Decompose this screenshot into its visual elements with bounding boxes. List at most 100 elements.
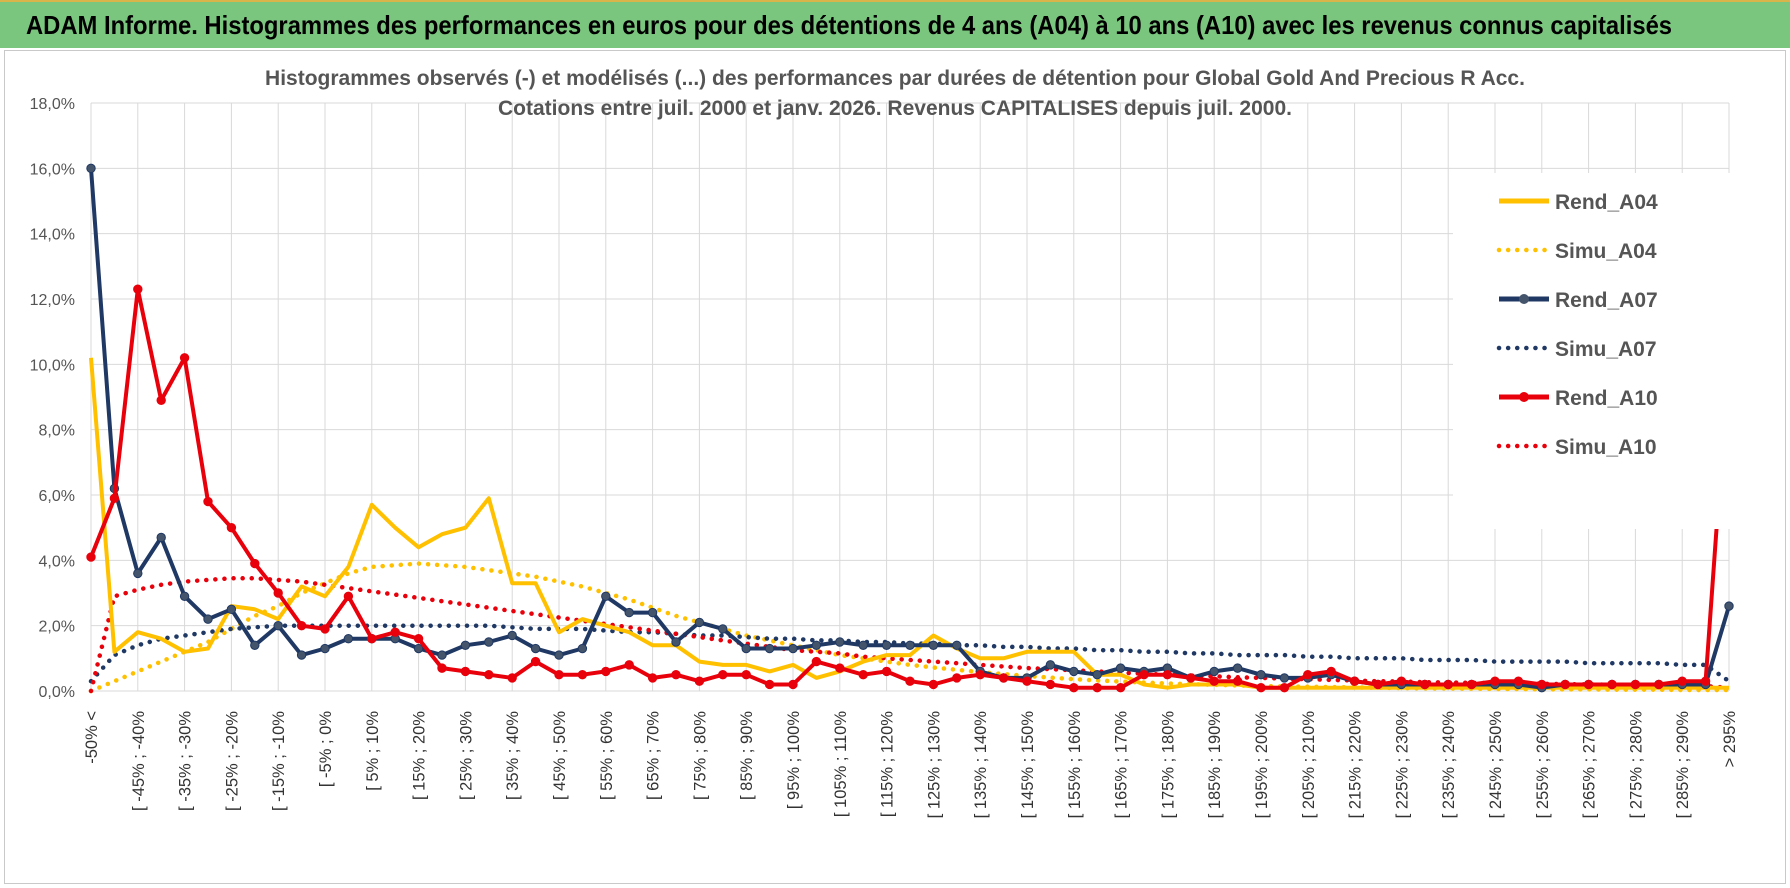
- data-point-rend-a10: [320, 624, 330, 634]
- data-point-rend-a10: [811, 656, 822, 667]
- data-point-rend-a07: [296, 650, 307, 660]
- data-point-rend-a10: [952, 673, 962, 683]
- data-point-rend-a10: [1654, 679, 1664, 690]
- data-point-rend-a07: [1092, 669, 1102, 680]
- data-point-rend-a10: [741, 669, 751, 680]
- x-tick-label: [ 195% ; 200%: [1253, 711, 1271, 819]
- y-tick-label: 16,0%: [30, 161, 75, 178]
- data-point-rend-a07: [226, 604, 237, 615]
- data-point-rend-a07: [179, 591, 190, 601]
- data-point-rend-a10: [1092, 683, 1102, 693]
- data-point-rend-a10: [1607, 679, 1617, 690]
- data-point-rend-a10: [1396, 676, 1407, 686]
- data-point-rend-a10: [1303, 669, 1313, 680]
- legend-label-rend-a04: Rend_A04: [1555, 191, 1658, 214]
- data-point-rend-a07: [718, 624, 728, 634]
- data-point-rend-a10: [881, 666, 892, 677]
- data-point-rend-a10: [1466, 679, 1477, 690]
- y-tick-label: 8,0%: [39, 423, 75, 440]
- data-point-rend-a10: [437, 663, 447, 673]
- data-point-rend-a07: [460, 640, 471, 650]
- data-point-rend-a10: [133, 284, 143, 294]
- legend-background: [1453, 173, 1765, 529]
- data-point-rend-a10: [1443, 679, 1453, 690]
- data-point-rend-a10: [671, 669, 681, 680]
- x-tick-label: [ 255% ; 260%: [1534, 711, 1552, 819]
- data-point-rend-a07: [601, 591, 611, 601]
- x-axis-ticks: -50% < [ -45% ; -40% [ -35% ; -30% [ -25% ;…: [83, 711, 1739, 819]
- data-point-rend-a07: [764, 643, 775, 654]
- x-tick-label: [ 155% ; 160%: [1066, 711, 1084, 819]
- x-tick-label: [ -15% ; -10%: [270, 711, 288, 811]
- data-point-rend-a10: [858, 669, 868, 680]
- x-tick-label: [ 45% ; 50%: [551, 711, 569, 800]
- data-point-rend-a10: [1209, 676, 1219, 686]
- x-tick-label: [ 115% ; 120%: [879, 711, 897, 817]
- x-tick-label: [ -25% ; -20%: [223, 711, 241, 811]
- data-point-rend-a10: [1022, 676, 1032, 686]
- data-point-rend-a07: [554, 650, 564, 660]
- data-point-rend-a10: [390, 627, 400, 637]
- legend-label-simu-a07: Simu_A07: [1555, 338, 1657, 361]
- data-point-rend-a07: [1069, 666, 1079, 677]
- data-point-rend-a10: [250, 558, 260, 569]
- data-point-rend-a10: [109, 493, 120, 503]
- data-point-rend-a10: [1069, 683, 1079, 693]
- data-point-rend-a10: [296, 620, 307, 631]
- data-point-rend-a07: [1256, 669, 1266, 680]
- data-point-rend-a10: [1139, 669, 1149, 680]
- data-point-rend-a10: [156, 395, 166, 405]
- legend-label-rend-a07: Rend_A07: [1555, 289, 1658, 312]
- legend-label-simu-a04: Simu_A04: [1555, 240, 1657, 263]
- x-tick-label: [ 65% ; 70%: [645, 711, 663, 800]
- x-tick-label: [ 135% ; 140%: [972, 711, 990, 819]
- data-point-rend-a10: [1513, 676, 1524, 686]
- x-tick-label: [ 275% ; 280%: [1627, 711, 1645, 819]
- data-point-rend-a10: [86, 552, 96, 562]
- data-point-rend-a07: [343, 634, 354, 644]
- data-point-rend-a10: [1162, 669, 1173, 680]
- data-point-rend-a10: [694, 676, 705, 686]
- data-point-rend-a10: [718, 669, 728, 680]
- x-tick-label: [ 95% ; 100%: [785, 711, 803, 809]
- report-banner: ADAM Informe. Histogrammes des performan…: [0, 0, 1790, 48]
- x-tick-label: [ 85% ; 90%: [738, 711, 756, 800]
- data-point-rend-a07: [530, 643, 541, 654]
- data-point-rend-a07: [133, 568, 143, 579]
- legend-label-rend-a10: Rend_A10: [1555, 387, 1658, 410]
- data-point-rend-a07: [273, 620, 283, 631]
- y-tick-label: 10,0%: [30, 357, 75, 374]
- legend-marker-rend-a07: [1519, 294, 1529, 304]
- y-tick-label: 14,0%: [30, 227, 75, 244]
- data-point-rend-a10: [554, 669, 564, 680]
- data-point-rend-a10: [975, 669, 985, 680]
- x-tick-label: [ 55% ; 60%: [598, 711, 616, 800]
- line-chart: 0,0% 2,0% 4,0% 6,0% 8,0% 10,0% 12,0% 14,0% 16,0%…: [5, 51, 1785, 883]
- x-tick-label: [ 5% ; 10%: [364, 711, 382, 791]
- x-tick-label: > 295%: [1721, 711, 1739, 768]
- data-point-rend-a07: [1115, 663, 1126, 673]
- data-point-rend-a10: [788, 679, 798, 690]
- y-tick-label: 4,0%: [39, 553, 75, 570]
- data-point-rend-a07: [858, 640, 868, 650]
- x-tick-label: [ 15% ; 20%: [411, 711, 429, 800]
- data-point-rend-a10: [998, 673, 1009, 683]
- data-point-rend-a10: [1232, 676, 1243, 686]
- y-axis-ticks: 0,0% 2,0% 4,0% 6,0% 8,0% 10,0% 12,0% 14,0% 16,0%…: [30, 96, 75, 701]
- data-point-rend-a07: [1209, 666, 1219, 677]
- data-point-rend-a07: [507, 630, 517, 641]
- data-point-rend-a07: [577, 643, 588, 654]
- report-title: ADAM Informe. Histogrammes des performan…: [26, 10, 1673, 40]
- data-point-rend-a07: [1724, 601, 1734, 611]
- data-point-rend-a07: [788, 643, 798, 654]
- data-point-rend-a10: [764, 679, 775, 690]
- data-point-rend-a07: [437, 650, 447, 660]
- x-tick-label: [ 125% ; 130%: [925, 711, 943, 819]
- legend-label-simu-a10: Simu_A10: [1555, 436, 1657, 459]
- data-point-rend-a10: [1045, 679, 1056, 690]
- data-point-rend-a10: [835, 663, 845, 673]
- data-point-rend-a10: [577, 669, 588, 680]
- data-point-rend-a10: [367, 634, 377, 644]
- data-point-rend-a10: [226, 522, 237, 533]
- data-point-rend-a10: [1537, 679, 1547, 690]
